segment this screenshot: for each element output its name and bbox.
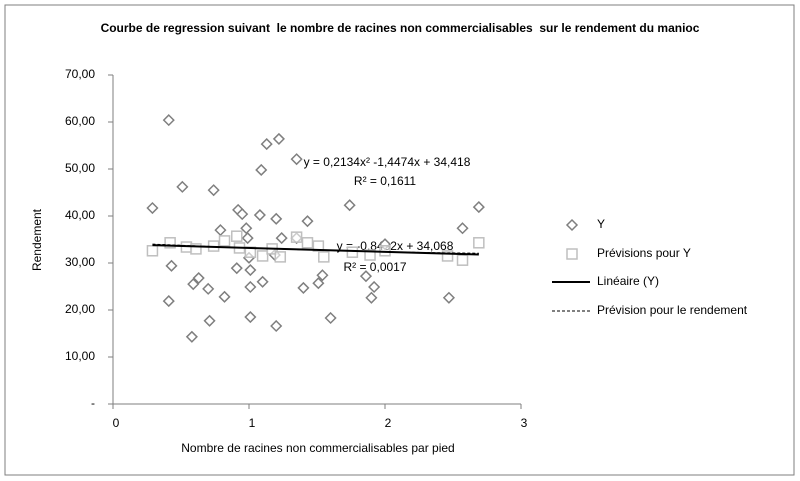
point [231,230,243,242]
point [275,232,288,245]
point [442,291,455,304]
x-tick-label: 3 [521,416,528,430]
point [240,222,253,235]
point [346,246,359,258]
x-tick-label: 0 [113,416,120,430]
y-tick-label: 30,00 [65,255,95,269]
point [203,314,216,327]
point [236,208,249,221]
point [318,251,330,263]
point [472,201,485,214]
point [218,290,231,303]
point [441,250,454,262]
point [473,237,485,249]
point [146,201,159,215]
annotation: y = 0,2134x² -1,4474x + 34,418 [304,155,471,169]
point [368,280,381,294]
point [272,132,285,145]
point [202,282,215,295]
y-tick-label: 50,00 [65,161,95,175]
point [456,254,469,266]
point [274,251,287,263]
point [316,269,329,282]
point [192,271,205,285]
trend-line [152,243,479,254]
y-tick-label: 10,00 [65,349,95,363]
point [230,262,243,275]
point [324,311,337,325]
annotation: R² = 0,0017 [343,260,406,274]
point [214,224,227,237]
point [301,237,314,249]
point [359,270,373,283]
x-tick-label: 1 [249,416,256,430]
y-tick-label: 70,00 [65,67,95,81]
y-tick-label: 60,00 [65,114,95,128]
point [162,114,175,127]
point [270,319,283,333]
point [456,222,469,235]
point [364,249,376,261]
legend-label: Y [597,217,605,231]
legend-label: Linéaire (Y) [597,274,659,288]
point [241,232,254,245]
point [256,250,269,262]
point [297,281,310,294]
point [301,215,314,228]
point [255,163,268,177]
point [146,245,159,257]
y-tick-label: - [91,396,95,410]
point [290,153,303,166]
y-axis-label: Rendement [30,208,44,271]
legend-label: Prévisions pour Y [597,246,691,260]
point [218,235,231,247]
legend-marker [565,218,579,232]
point [343,199,356,212]
point [260,138,273,151]
y-tick-label: 20,00 [65,302,95,316]
point [270,212,283,225]
point [365,291,378,304]
point [244,263,257,277]
point [165,259,178,272]
point [187,278,200,291]
point [253,208,266,222]
point [164,237,176,249]
x-axis-label: Nombre de racines non commercialisables … [181,441,454,455]
y-tick-label: 40,00 [65,208,95,222]
point [312,277,325,290]
point [162,295,175,308]
point [244,310,257,324]
legend-marker [566,248,578,260]
point [190,243,202,255]
point [290,231,303,243]
chart-title: Courbe de regression suivant le nombre d… [100,21,700,35]
legend-label: Prévision pour le rendement [597,303,748,317]
point [185,330,198,343]
point [244,280,257,294]
point [176,180,189,193]
point [312,240,325,252]
x-tick-label: 2 [385,416,392,430]
point [207,184,220,197]
point [256,275,269,288]
annotation: R² = 0,1611 [354,174,416,188]
chart-border [4,4,795,476]
